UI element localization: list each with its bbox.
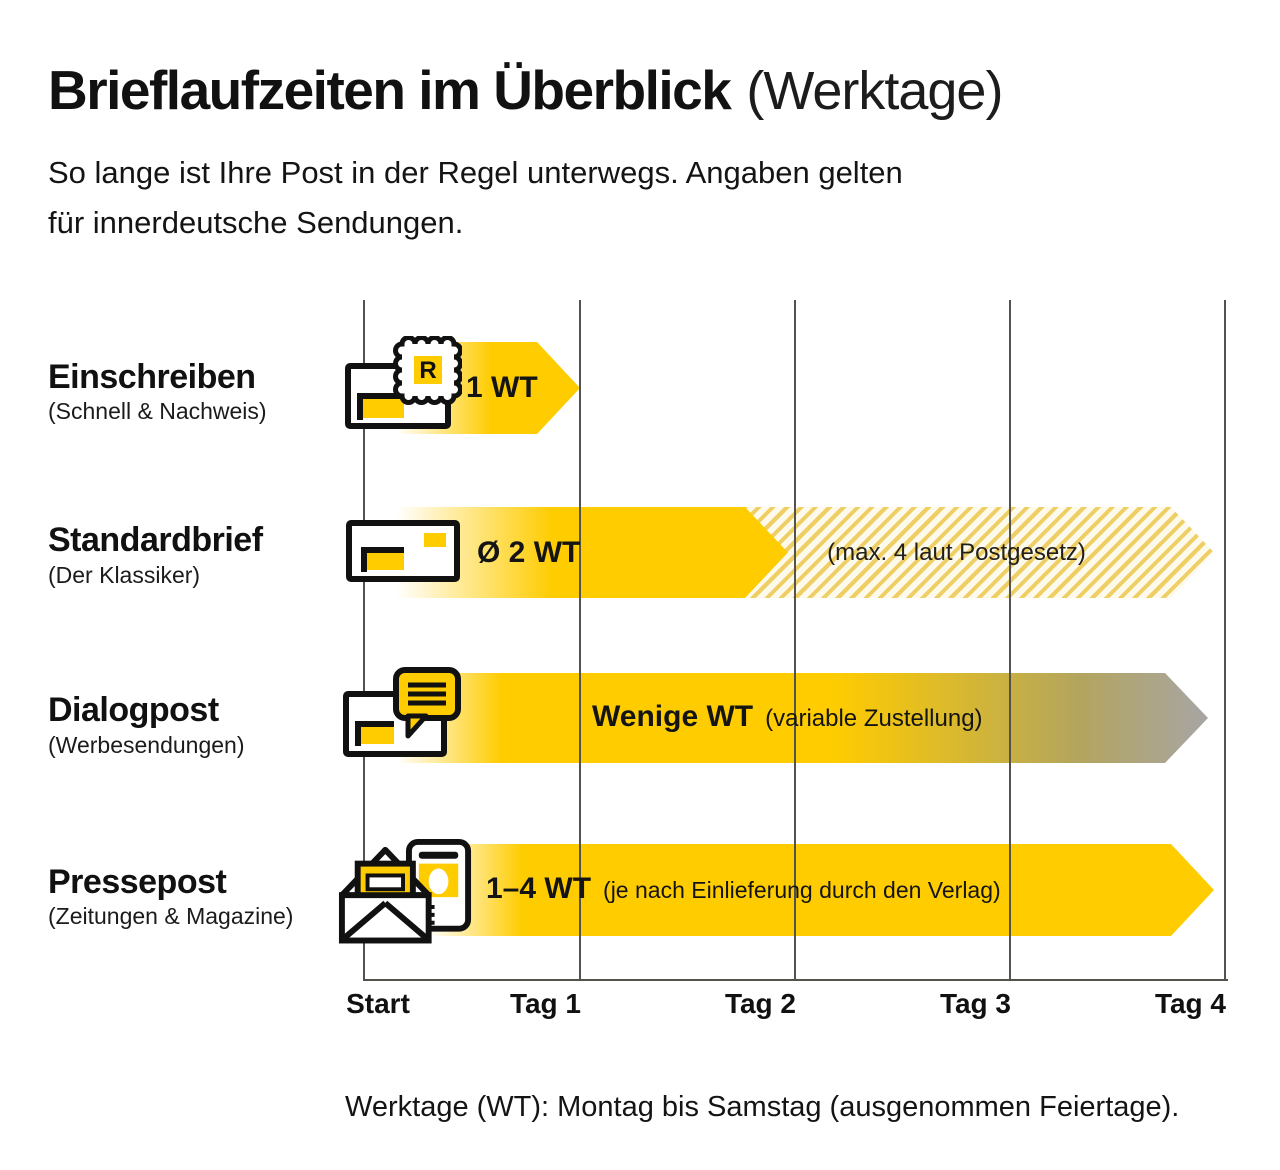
gridline-tag1 [579,300,581,981]
row-sub-einschreiben: (Schnell & Nachweis) [48,398,267,424]
standardbrief-value: Ø 2 WT [477,536,580,570]
standardbrief-bar [396,507,788,598]
page-title: Brieflaufzeiten im Überblick (Werktage) [48,58,1003,122]
tick-start: Start [346,988,410,1019]
page-title-suffix: (Werktage) [746,61,1003,121]
standard-letter-icon [346,520,460,582]
dialogpost-value-text: Wenige WT [592,700,754,733]
row-sub-dialogpost: (Werbesendungen) [48,732,245,758]
page-title-main: Brieflaufzeiten im Überblick [48,59,732,121]
press-envelope-icon [338,838,472,944]
subtitle-line-2: für innerdeutsche Sendungen. [48,205,464,240]
gridline-tag4 [1224,300,1226,981]
row-label-standardbrief: Standardbrief [48,521,263,559]
einschreiben-value-text: 1 WT [466,371,538,404]
tick-tag2: Tag 2 [724,988,796,1019]
row-label-einschreiben: Einschreiben [48,358,256,396]
dialog-letter-icon [343,667,461,757]
footnote: Werktage (WT): Montag bis Samstag (ausge… [345,1091,1180,1123]
dialogpost-bar [396,673,1208,763]
row-label-dialogpost: Dialogpost [48,691,219,729]
subtitle: So lange ist Ihre Post in der Regel unte… [48,148,903,248]
gridline-start [363,300,365,981]
gridline-tag3 [1009,300,1011,981]
standardbrief-max-note: (max. 4 laut Postgesetz) [827,538,1086,566]
pressepost-bar [428,844,1214,936]
row-sub-standardbrief: (Der Klassiker) [48,562,201,588]
tick-tag3: Tag 3 [939,988,1011,1019]
registered-letter-icon: R [345,336,462,429]
tick-tag1: Tag 1 [509,988,581,1019]
row-sub-pressepost: (Zeitungen & Magazine) [48,903,294,929]
row-label-pressepost: Pressepost [48,863,227,901]
tick-tag4: Tag 4 [1154,988,1226,1019]
pressepost-value-text: 1–4 WT [486,872,592,905]
gridline-tag2 [794,300,796,981]
dialogpost-value: Wenige WT (variable Zustellung) [592,700,983,734]
pressepost-note-text: (je nach Einlieferung durch den Verlag) [603,877,1001,903]
einschreiben-value: 1 WT [466,371,538,405]
axis-baseline [363,979,1228,981]
standardbrief-max-hatched-bar [742,507,1214,598]
subtitle-line-1: So lange ist Ihre Post in der Regel unte… [48,155,903,190]
standardbrief-value-text: Ø 2 WT [477,536,581,569]
dialogpost-note-text: (variable Zustellung) [765,705,983,732]
pressepost-value: 1–4 WT (je nach Einlieferung durch den Ve… [486,872,1001,906]
stamp-letter: R [419,357,436,384]
